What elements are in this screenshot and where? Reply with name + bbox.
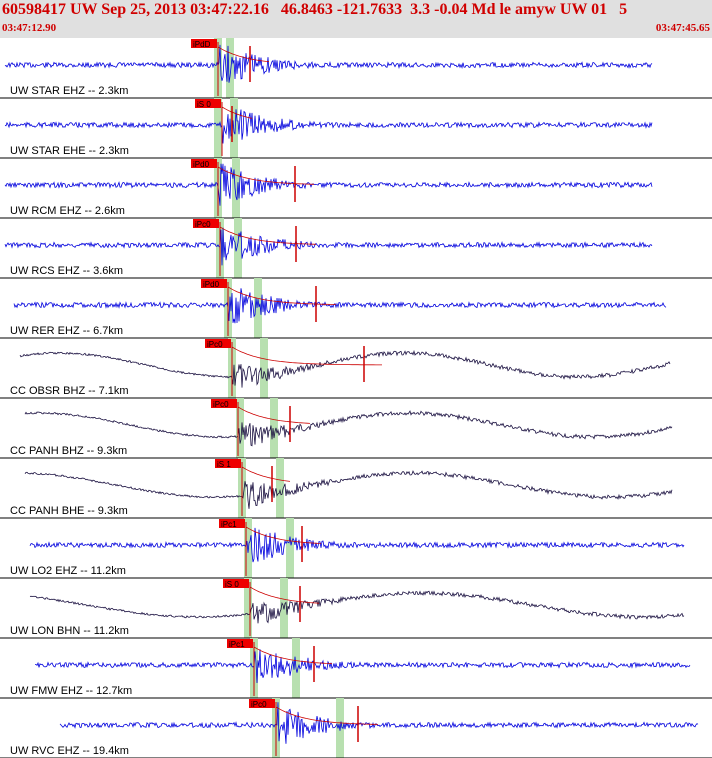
coda-fit [227, 286, 336, 305]
pick-box [223, 579, 249, 588]
coda-fit [245, 526, 322, 544]
seismogram-plot: iPdD UW STAR EHZ -- 2.3km iS 0 UW STAR EHE … [0, 38, 712, 758]
s-window [286, 518, 294, 578]
station-label: UW RER EHZ -- 6.7km [10, 325, 123, 337]
waveform [29, 527, 685, 563]
pick-label: iPd0 [193, 160, 210, 169]
coda-fit [241, 466, 291, 482]
trace-panel: iPdD UW STAR EHZ -- 2.3km [0, 38, 712, 99]
waveform [59, 702, 699, 744]
trace-panel: iPc0 UW RCS EHZ -- 3.6km [0, 218, 712, 279]
coda-fit [217, 166, 315, 185]
station-label: UW LO2 EHZ -- 11.2km [10, 565, 126, 577]
s-window [254, 278, 262, 338]
pick-label: iS 1 [217, 460, 231, 469]
pick-label: iS 0 [197, 100, 211, 109]
trace-panel: iPc1 UW LO2 EHZ -- 11.2km [0, 518, 712, 579]
pick-box [191, 159, 217, 168]
pick-box [193, 219, 219, 228]
station-label: CC OBSR BHZ -- 7.1km [10, 385, 129, 397]
s-window [270, 398, 278, 458]
pick-label: iPd0 [203, 280, 220, 289]
station-label: CC PANH BHE -- 9.3km [10, 505, 128, 517]
pick-box [227, 639, 253, 648]
coda-fit [249, 586, 320, 604]
station-label: UW RVC EHZ -- 19.4km [10, 745, 129, 757]
trace-panel: iPc0 CC PANH BHZ -- 9.3km [0, 398, 712, 459]
pick-box [195, 99, 221, 108]
pick-box [215, 459, 241, 468]
pick-label: iS 0 [225, 580, 239, 589]
s-window [232, 158, 240, 218]
trace-panel: iPd0 UW RER EHZ -- 6.7km [0, 278, 712, 339]
pick-label: iPc1 [229, 640, 245, 649]
waveform [4, 109, 653, 144]
trace-panel: iPc1 UW FMW EHZ -- 12.7km [0, 638, 712, 699]
pick-label: iPc0 [251, 700, 267, 709]
pick-box [205, 339, 231, 348]
trace-panel: iPd0 UW RCM EHZ -- 2.6km [0, 158, 712, 219]
time-start: 03:47:12.90 [2, 22, 57, 34]
trace-panel: iPc0 CC OBSR BHZ -- 7.1km [0, 338, 712, 399]
pick-box [201, 279, 227, 288]
trace-panel: iS 0 UW STAR EHE -- 2.3km [0, 98, 712, 159]
pick-box [191, 39, 217, 48]
coda-fit [219, 226, 317, 245]
s-window [234, 218, 242, 278]
station-label: UW RCS EHZ -- 3.6km [10, 265, 123, 277]
p-window [244, 578, 252, 638]
coda-fit [221, 106, 253, 119]
pick-box [249, 699, 275, 708]
station-label: UW STAR EHZ -- 2.3km [10, 85, 128, 97]
pick-box [211, 399, 237, 408]
p-window [244, 518, 252, 578]
coda-fit [237, 406, 311, 424]
waveform [35, 649, 691, 684]
trace-panel: iS 0 UW LON BHN -- 11.2km [0, 578, 712, 639]
waveform [29, 590, 685, 624]
waveform [13, 288, 667, 324]
trace-panel: iS 1 CC PANH BHE -- 9.3km [0, 458, 712, 519]
p-window [236, 398, 244, 458]
station-label: CC PANH BHZ -- 9.3km [10, 445, 127, 457]
coda-fit [253, 646, 333, 665]
trace-panel: iPc0 UW RVC EHZ -- 19.4km [0, 698, 712, 758]
pick-label: iPc0 [195, 220, 211, 229]
waveform [19, 349, 671, 388]
station-label: UW RCM EHZ -- 2.6km [10, 205, 125, 217]
pick-label: iPc1 [221, 520, 237, 529]
waveform [4, 44, 653, 83]
pick-box [219, 519, 245, 528]
event-title: 60598417 UW Sep 25, 2013 03:47:22.16 46.… [2, 1, 628, 18]
p-window [214, 98, 222, 158]
coda-fit [275, 706, 379, 725]
header-bar: 60598417 UW Sep 25, 2013 03:47:22.16 46.… [0, 0, 712, 38]
s-window [276, 458, 284, 518]
station-label: UW LON BHN -- 11.2km [10, 625, 129, 637]
station-label: UW STAR EHE -- 2.3km [10, 145, 129, 157]
s-window [260, 338, 268, 398]
waveform [4, 163, 653, 206]
coda-fit [231, 346, 382, 366]
pick-label: iPc0 [213, 400, 229, 409]
pick-label: iPdD [193, 40, 211, 49]
time-end: 03:47:45.65 [655, 22, 710, 34]
pick-label: iPc0 [207, 340, 223, 349]
station-label: UW FMW EHZ -- 12.7km [10, 685, 132, 697]
coda-fit [217, 46, 270, 63]
waveform [24, 410, 673, 447]
waveform [4, 227, 653, 266]
waveform [24, 470, 673, 509]
s-window [226, 38, 234, 98]
